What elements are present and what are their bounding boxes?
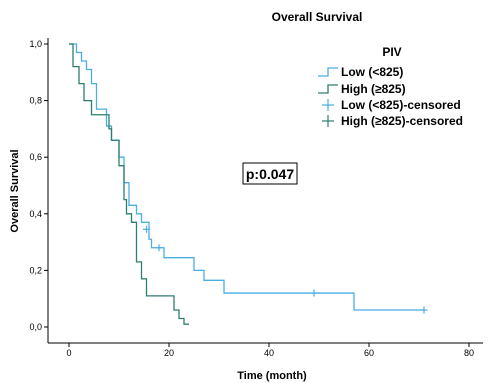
y-tick-label: 1,0 [29, 39, 42, 49]
series-layer [69, 43, 428, 325]
legend-title: PIV [382, 45, 401, 59]
x-tick-label: 0 [66, 348, 71, 358]
legend-label: Low (<825)-censored [341, 98, 461, 112]
legend-label: High (≥825)-censored [341, 114, 463, 128]
low-piv-censor-mark [143, 225, 150, 233]
x-axis-label: Time (month) [237, 370, 307, 382]
p-value-frame [242, 162, 298, 185]
low-piv-censor-mark [155, 244, 163, 252]
legend-entry: Low (<825)-censored [322, 98, 461, 112]
y-tick-label: 0,2 [29, 265, 42, 275]
low-piv-censor-mark [420, 306, 428, 314]
legend-label: Low (<825) [341, 65, 403, 79]
y-tick-label: 0,6 [29, 152, 42, 162]
legend-step-swatch [318, 67, 338, 77]
legend-entry: Low (<825) [318, 65, 403, 79]
y-axis-label: Overall Survival [9, 149, 21, 232]
x-tick-label: 60 [364, 348, 374, 358]
y-tick-label: 0,8 [29, 96, 42, 106]
legend-entry: High (≥825)-censored [322, 114, 463, 128]
low-piv-censor-mark [310, 289, 318, 297]
y-tick-label: 0,0 [29, 322, 42, 332]
y-tick-label: 0,4 [29, 209, 42, 219]
x-tick-label: 40 [264, 348, 274, 358]
high-piv-survival-line [69, 43, 189, 325]
x-tick-label: 20 [164, 348, 174, 358]
p-value-label: p:0.047 [246, 166, 294, 182]
legend-entry: High (≥825) [318, 82, 406, 96]
chart-title: Overall Survival [272, 10, 363, 24]
legend-label: High (≥825) [341, 82, 406, 96]
plot-area: 0 20 40 60 80 0,0 0,2 0,4 0,6 0,8 1,0 [29, 38, 483, 358]
legend-step-swatch [318, 84, 338, 94]
axis-ticks: 0 20 40 60 80 0,0 0,2 0,4 0,6 0,8 1,0 [29, 39, 474, 358]
p-value-box: p:0.047 [242, 162, 298, 185]
x-tick-label: 80 [464, 348, 474, 358]
legend: PIV Low (<825) High (≥825) Low (<825)-cens… [318, 45, 463, 128]
low-piv-survival-line [69, 43, 424, 311]
